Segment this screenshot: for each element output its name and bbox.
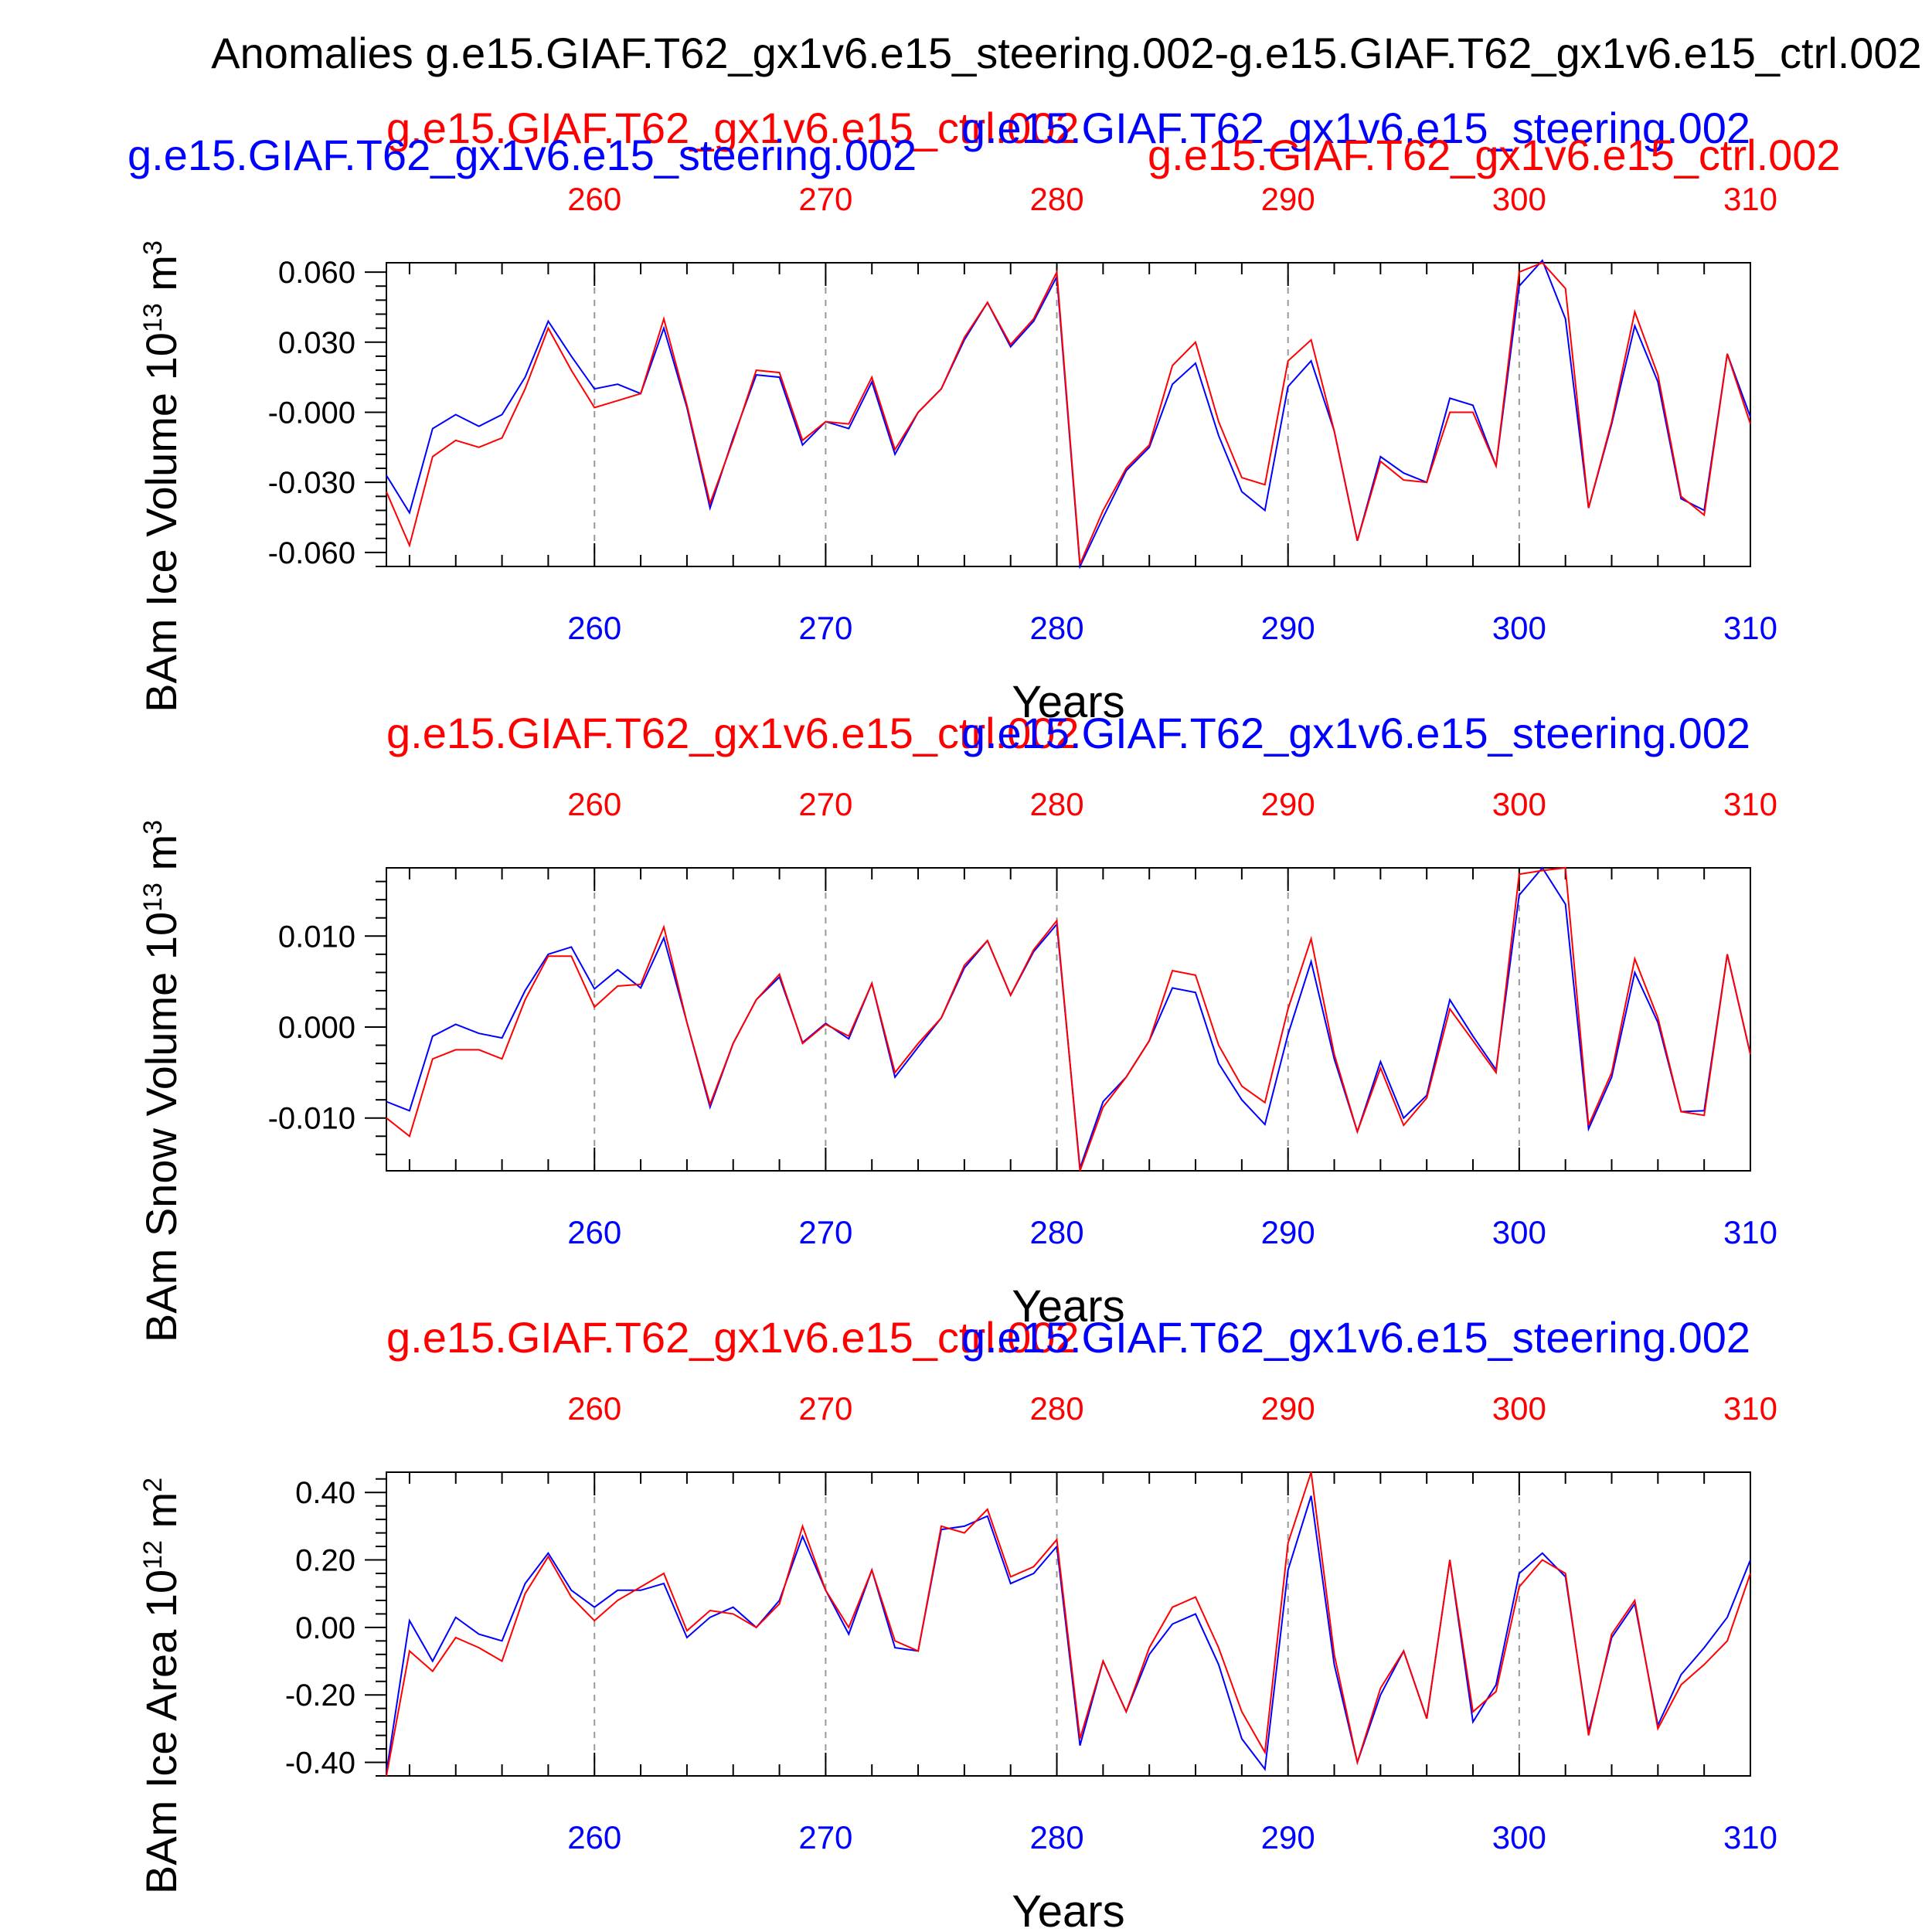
- y-tick-label: -0.030: [268, 466, 355, 500]
- x-tick-label-bottom: 270: [798, 1819, 852, 1855]
- y-tick-label: -0.010: [268, 1102, 355, 1136]
- y-tick-label: -0.40: [285, 1747, 355, 1781]
- legend-label-steering: g.e15.GIAF.T62_gx1v6.e15_steering.002: [128, 131, 917, 179]
- x-tick-label-bottom: 260: [567, 1819, 621, 1855]
- x-tick-label-bottom: 290: [1261, 1214, 1315, 1250]
- x-tick-label-top: 270: [798, 1390, 852, 1427]
- series-line-ctrl: [386, 1471, 1751, 1777]
- x-tick-label-bottom: 280: [1030, 610, 1084, 646]
- x-tick-label-top: 300: [1492, 786, 1546, 822]
- x-tick-label-top: 270: [798, 786, 852, 822]
- y-tick-label: -0.060: [268, 536, 355, 570]
- x-tick-label-top: 280: [1030, 1390, 1084, 1427]
- x-tick-label-top: 310: [1723, 1390, 1777, 1427]
- x-tick-label-bottom: 300: [1492, 610, 1546, 646]
- x-tick-label-top: 300: [1492, 1390, 1546, 1427]
- chart-panel-1: 0.060 0.030 -0.000 -0.030 -0.060 260 260 270 270…: [128, 104, 1841, 727]
- y-tick-label: -0.20: [285, 1679, 355, 1713]
- y-tick-label: 0.060: [278, 256, 355, 290]
- x-tick-label-top: 300: [1492, 181, 1546, 217]
- plot-frame: [386, 262, 1751, 567]
- top-label-steering: g.e15.GIAF.T62_gx1v6.e15_steering.002: [961, 709, 1750, 757]
- series-line-ctrl: [386, 866, 1751, 1172]
- x-tick-label-bottom: 300: [1492, 1819, 1546, 1855]
- x-tick-label-top: 280: [1030, 181, 1084, 217]
- x-tick-label-bottom: 270: [798, 1214, 852, 1250]
- y-tick-label: 0.010: [278, 920, 355, 954]
- y-tick-label: 0.00: [295, 1611, 355, 1645]
- legend-label-ctrl: g.e15.GIAF.T62_gx1v6.e15_ctrl.002: [1148, 131, 1841, 179]
- y-tick-label: 0.030: [278, 326, 355, 360]
- x-axis-label: Years: [1012, 677, 1124, 727]
- y-axis-label: BAm Ice Area 1012 m2: [137, 1478, 185, 1894]
- chart-panel-3: 0.40 0.20 0.00 -0.20 -0.40 260 260 270 270 280 280…: [137, 1313, 1777, 1932]
- x-tick-label-top: 310: [1723, 786, 1777, 822]
- top-label-ctrl: g.e15.GIAF.T62_gx1v6.e15_ctrl.002: [386, 104, 1080, 152]
- x-axis-label: Years: [1012, 1281, 1124, 1332]
- x-tick-label-bottom: 310: [1723, 1214, 1777, 1250]
- y-tick-label: 0.20: [295, 1544, 355, 1578]
- x-tick-label-bottom: 260: [567, 1214, 621, 1250]
- figure-title: Anomalies g.e15.GIAF.T62_gx1v6.e15_steer…: [211, 29, 1921, 77]
- x-tick-label-top: 290: [1261, 1390, 1315, 1427]
- y-axis-label: BAm Ice Volume 1013 m3: [137, 240, 185, 713]
- chart-panel-2: 0.010 0.000 -0.010 260 260 270 270 280 280 290 290…: [137, 709, 1777, 1342]
- x-tick-label-top: 260: [567, 1390, 621, 1427]
- x-axis-label: Years: [1012, 1886, 1124, 1932]
- x-tick-label-bottom: 290: [1261, 610, 1315, 646]
- x-tick-label-bottom: 310: [1723, 610, 1777, 646]
- x-tick-label-bottom: 260: [567, 610, 621, 646]
- x-tick-label-top: 260: [567, 181, 621, 217]
- x-tick-label-bottom: 270: [798, 610, 852, 646]
- series-line-steering: [386, 866, 1751, 1168]
- x-tick-label-bottom: 280: [1030, 1819, 1084, 1855]
- x-tick-label-top: 270: [798, 181, 852, 217]
- series-line-ctrl: [386, 261, 1751, 565]
- x-tick-label-top: 310: [1723, 181, 1777, 217]
- y-axis-label: BAm Snow Volume 1013 m3: [137, 820, 185, 1342]
- x-tick-label-top: 280: [1030, 786, 1084, 822]
- x-tick-label-bottom: 310: [1723, 1819, 1777, 1855]
- top-label-steering: g.e15.GIAF.T62_gx1v6.e15_steering.002: [961, 1313, 1750, 1362]
- x-tick-label-bottom: 290: [1261, 1819, 1315, 1855]
- series-line-steering: [386, 1495, 1751, 1773]
- top-label-steering: g.e15.GIAF.T62_gx1v6.e15_steering.002: [961, 104, 1750, 152]
- y-tick-label: -0.000: [268, 396, 355, 430]
- x-tick-label-bottom: 300: [1492, 1214, 1546, 1250]
- plot-frame: [386, 867, 1751, 1172]
- top-label-ctrl: g.e15.GIAF.T62_gx1v6.e15_ctrl.002: [386, 709, 1080, 757]
- x-tick-label-top: 290: [1261, 786, 1315, 822]
- x-tick-label-top: 290: [1261, 181, 1315, 217]
- y-tick-label: 0.40: [295, 1476, 355, 1510]
- top-label-ctrl: g.e15.GIAF.T62_gx1v6.e15_ctrl.002: [386, 1313, 1080, 1362]
- x-tick-label-top: 260: [567, 786, 621, 822]
- plot-frame: [386, 1471, 1751, 1777]
- x-tick-label-bottom: 280: [1030, 1214, 1084, 1250]
- y-tick-label: 0.000: [278, 1011, 355, 1045]
